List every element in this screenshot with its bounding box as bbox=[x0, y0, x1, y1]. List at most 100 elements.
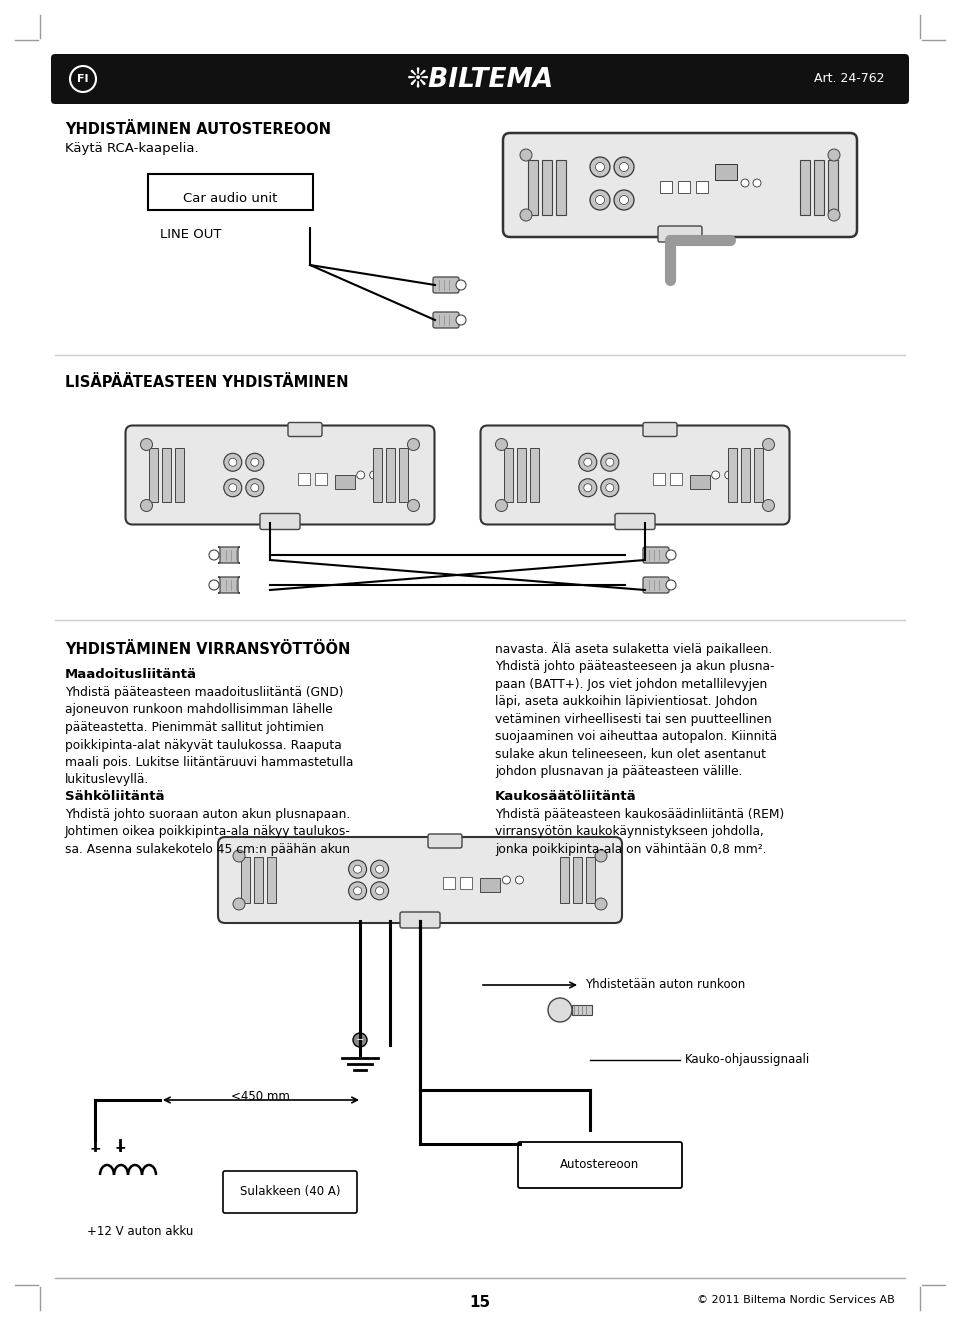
Bar bbox=[696, 182, 708, 193]
Text: <450 mm: <450 mm bbox=[230, 1090, 289, 1102]
FancyBboxPatch shape bbox=[218, 576, 240, 594]
Bar bbox=[444, 877, 455, 889]
Circle shape bbox=[209, 550, 219, 560]
Bar bbox=[335, 474, 354, 489]
Bar bbox=[678, 182, 690, 193]
Bar bbox=[740, 448, 750, 502]
Circle shape bbox=[371, 882, 389, 900]
Circle shape bbox=[601, 453, 619, 472]
FancyBboxPatch shape bbox=[433, 311, 459, 329]
FancyBboxPatch shape bbox=[223, 1171, 357, 1212]
Circle shape bbox=[762, 439, 775, 451]
Circle shape bbox=[595, 163, 605, 171]
Circle shape bbox=[246, 478, 264, 497]
Circle shape bbox=[590, 189, 610, 209]
FancyBboxPatch shape bbox=[126, 425, 435, 525]
Circle shape bbox=[548, 998, 572, 1022]
Text: +12 V auton akku: +12 V auton akku bbox=[86, 1226, 193, 1238]
FancyBboxPatch shape bbox=[218, 547, 240, 563]
Bar bbox=[572, 1004, 592, 1015]
Bar bbox=[828, 160, 838, 215]
Bar bbox=[800, 160, 810, 215]
Text: Sähköliitäntä: Sähköliitäntä bbox=[65, 790, 164, 803]
Circle shape bbox=[606, 484, 613, 492]
Bar bbox=[653, 473, 664, 485]
Text: Kauko-ohjaussignaali: Kauko-ohjaussignaali bbox=[685, 1053, 810, 1067]
Circle shape bbox=[353, 865, 362, 873]
Bar bbox=[573, 857, 582, 904]
Circle shape bbox=[371, 860, 389, 878]
Circle shape bbox=[370, 470, 377, 480]
Circle shape bbox=[251, 458, 259, 466]
Bar bbox=[503, 448, 513, 502]
Circle shape bbox=[502, 876, 511, 884]
Text: ❊BILTEMA: ❊BILTEMA bbox=[406, 66, 554, 91]
Bar bbox=[516, 448, 525, 502]
Text: Yhdistä pääteasteen kaukosäädinliitäntä (REM)
virransyötön kaukokäynnistykseen j: Yhdistä pääteasteen kaukosäädinliitäntä … bbox=[495, 808, 784, 856]
Circle shape bbox=[516, 876, 523, 884]
FancyBboxPatch shape bbox=[260, 514, 300, 530]
Bar bbox=[560, 857, 569, 904]
FancyBboxPatch shape bbox=[643, 547, 669, 563]
Circle shape bbox=[828, 148, 840, 162]
Text: Sulakkeen (40 A): Sulakkeen (40 A) bbox=[240, 1186, 340, 1199]
Bar bbox=[175, 448, 183, 502]
Text: LISÄPÄÄTEASTEEN YHDISTÄMINEN: LISÄPÄÄTEASTEEN YHDISTÄMINEN bbox=[65, 375, 348, 390]
Circle shape bbox=[140, 500, 153, 511]
Circle shape bbox=[590, 156, 610, 178]
Bar bbox=[814, 160, 824, 215]
Bar bbox=[660, 182, 672, 193]
Text: Car audio unit: Car audio unit bbox=[182, 192, 277, 205]
Circle shape bbox=[228, 458, 237, 466]
Bar bbox=[267, 857, 276, 904]
Circle shape bbox=[251, 484, 259, 492]
Circle shape bbox=[353, 1034, 367, 1047]
Bar bbox=[528, 160, 538, 215]
Circle shape bbox=[357, 470, 365, 480]
Bar bbox=[586, 857, 595, 904]
Text: YHDISTÄMINEN AUTOSTEREOON: YHDISTÄMINEN AUTOSTEREOON bbox=[65, 122, 331, 136]
Circle shape bbox=[353, 886, 362, 894]
Bar bbox=[161, 448, 171, 502]
Circle shape bbox=[520, 209, 532, 221]
Text: navasta. Älä aseta sulaketta vielä paikalleen.
Yhdistä johto pääteasteeseen ja a: navasta. Älä aseta sulaketta vielä paika… bbox=[495, 643, 778, 779]
FancyBboxPatch shape bbox=[433, 277, 459, 293]
Text: Yhdistetään auton runkoon: Yhdistetään auton runkoon bbox=[585, 978, 745, 991]
Bar bbox=[461, 877, 472, 889]
Bar bbox=[530, 448, 539, 502]
FancyBboxPatch shape bbox=[148, 174, 313, 209]
FancyBboxPatch shape bbox=[518, 1142, 682, 1189]
Circle shape bbox=[456, 315, 466, 325]
FancyBboxPatch shape bbox=[658, 227, 702, 242]
Bar bbox=[315, 473, 326, 485]
FancyBboxPatch shape bbox=[400, 912, 440, 927]
FancyBboxPatch shape bbox=[51, 54, 909, 103]
Text: Yhdistä pääteasteen maadoitusliitäntä (GND)
ajoneuvon runkoon mahdollisimman läh: Yhdistä pääteasteen maadoitusliitäntä (G… bbox=[65, 686, 353, 787]
FancyBboxPatch shape bbox=[615, 514, 655, 530]
Circle shape bbox=[725, 470, 732, 480]
Text: Autostereoon: Autostereoon bbox=[561, 1158, 639, 1171]
Text: −: − bbox=[356, 1035, 364, 1045]
Circle shape bbox=[140, 439, 153, 451]
Bar bbox=[754, 448, 762, 502]
FancyBboxPatch shape bbox=[288, 423, 322, 436]
Circle shape bbox=[495, 439, 508, 451]
Circle shape bbox=[584, 484, 591, 492]
Circle shape bbox=[495, 500, 508, 511]
Bar bbox=[556, 160, 566, 215]
Circle shape bbox=[601, 478, 619, 497]
Bar bbox=[254, 857, 263, 904]
Circle shape bbox=[828, 209, 840, 221]
Circle shape bbox=[579, 478, 597, 497]
Text: Art. 24-762: Art. 24-762 bbox=[814, 73, 885, 86]
Text: Käytä RCA-kaapelia.: Käytä RCA-kaapelia. bbox=[65, 142, 199, 155]
Circle shape bbox=[224, 453, 242, 472]
Circle shape bbox=[614, 156, 634, 178]
Circle shape bbox=[233, 851, 245, 863]
Circle shape bbox=[619, 163, 629, 171]
Circle shape bbox=[407, 500, 420, 511]
Bar bbox=[480, 877, 500, 892]
Bar bbox=[241, 857, 250, 904]
FancyBboxPatch shape bbox=[643, 576, 669, 594]
Bar bbox=[715, 164, 737, 180]
